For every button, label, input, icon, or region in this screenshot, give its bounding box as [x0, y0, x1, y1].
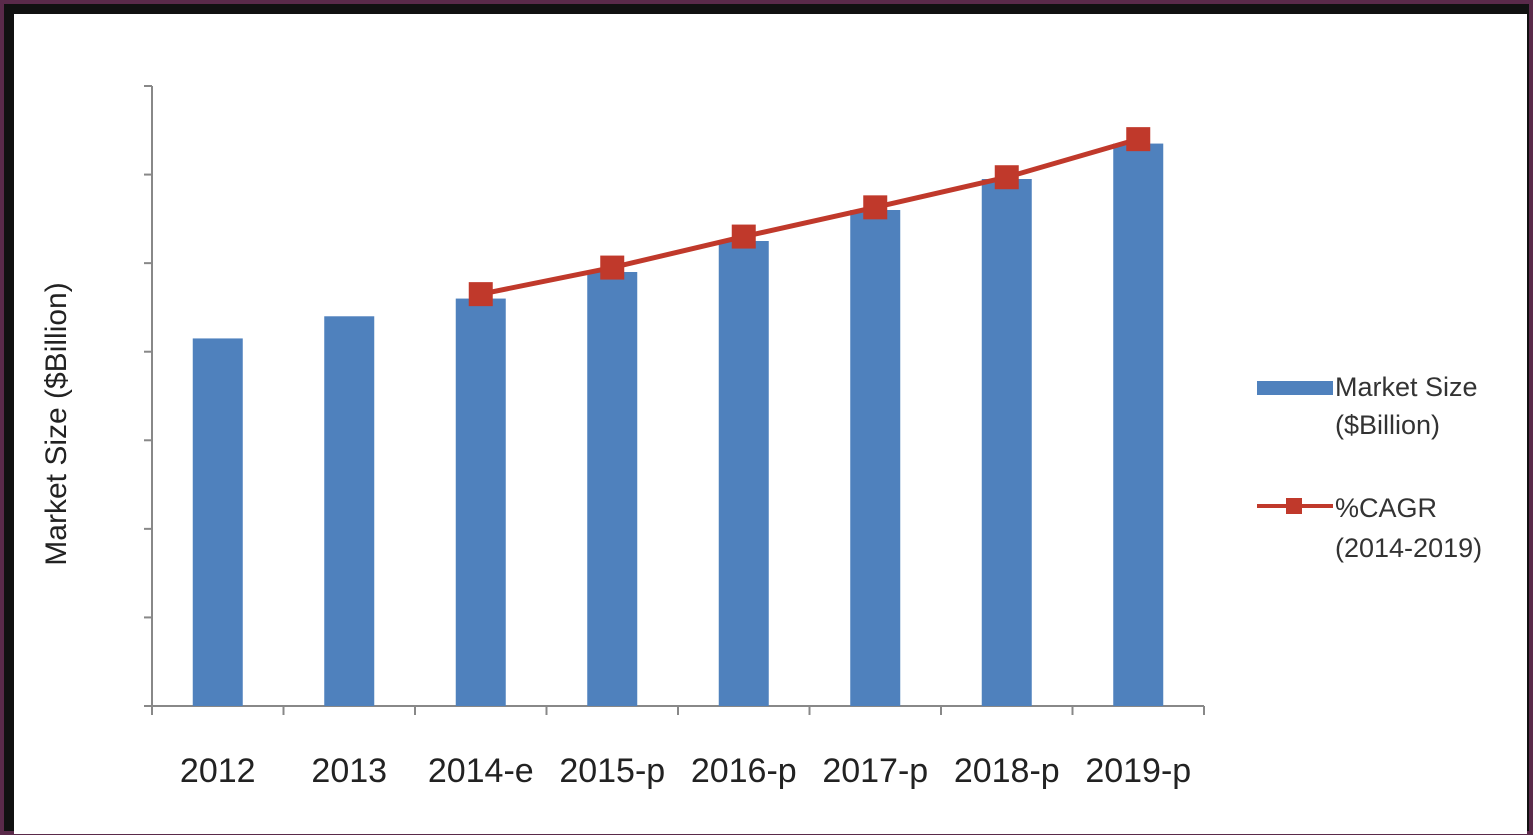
cagr-point-2016-p	[731, 224, 756, 249]
line-series	[468, 127, 1151, 307]
legend-line-label-2: (2014-2019)	[1335, 533, 1482, 563]
x-tick-label-2018-p: 2018-p	[954, 752, 1060, 790]
x-tick-label-2014-e: 2014-e	[428, 752, 534, 790]
x-tick-label-2013: 2013	[311, 752, 387, 790]
x-tick-label-2017-p: 2017-p	[822, 752, 928, 790]
y-axis-label: Market Size ($Billion)	[40, 282, 73, 565]
bar-2017-p	[850, 210, 901, 706]
legend-bar-label-2: ($Billion)	[1335, 410, 1440, 440]
bar-2012	[192, 338, 243, 706]
legend: Market Size ($Billion) %CAGR (2014-2019)	[1257, 372, 1482, 563]
bar-line-chart: 2012 2013 2014-e 2015-p 2016-p 2017-p 2018-p 20…	[40, 85, 1482, 790]
legend-bar-swatch	[1257, 381, 1333, 395]
bar-2016-p	[718, 241, 769, 706]
x-tick-label-2016-p: 2016-p	[691, 752, 797, 790]
cagr-point-2017-p	[863, 195, 888, 220]
bar-2015-p	[587, 272, 638, 706]
bar-2019-p	[1113, 143, 1164, 707]
bar-2018-p	[981, 179, 1032, 706]
legend-bar-label-1: Market Size	[1335, 372, 1478, 402]
cagr-point-2015-p	[600, 255, 625, 280]
x-tick-labels: 2012 2013 2014-e 2015-p 2016-p 2017-p 2018-p 20…	[180, 752, 1191, 790]
axes	[144, 85, 1205, 715]
x-tick-label-2012: 2012	[180, 752, 256, 790]
cagr-line	[480, 136, 1139, 297]
x-tick-label-2015-p: 2015-p	[559, 752, 665, 790]
cagr-point-2014-e	[468, 282, 493, 307]
cagr-point-2018-p	[994, 165, 1019, 190]
bar-2013	[324, 316, 375, 706]
legend-line-marker	[1286, 498, 1302, 514]
bar-2014-e	[455, 298, 506, 706]
legend-line-label-1: %CAGR	[1335, 493, 1437, 523]
chart-frame: 2012 2013 2014-e 2015-p 2016-p 2017-p 2018-p 20…	[4, 4, 1529, 834]
bar-series	[192, 143, 1164, 707]
cagr-point-2019-p	[1126, 127, 1151, 152]
chart-panel: 2012 2013 2014-e 2015-p 2016-p 2017-p 2018-p 20…	[14, 14, 1527, 834]
x-tick-label-2019-p: 2019-p	[1085, 752, 1191, 790]
